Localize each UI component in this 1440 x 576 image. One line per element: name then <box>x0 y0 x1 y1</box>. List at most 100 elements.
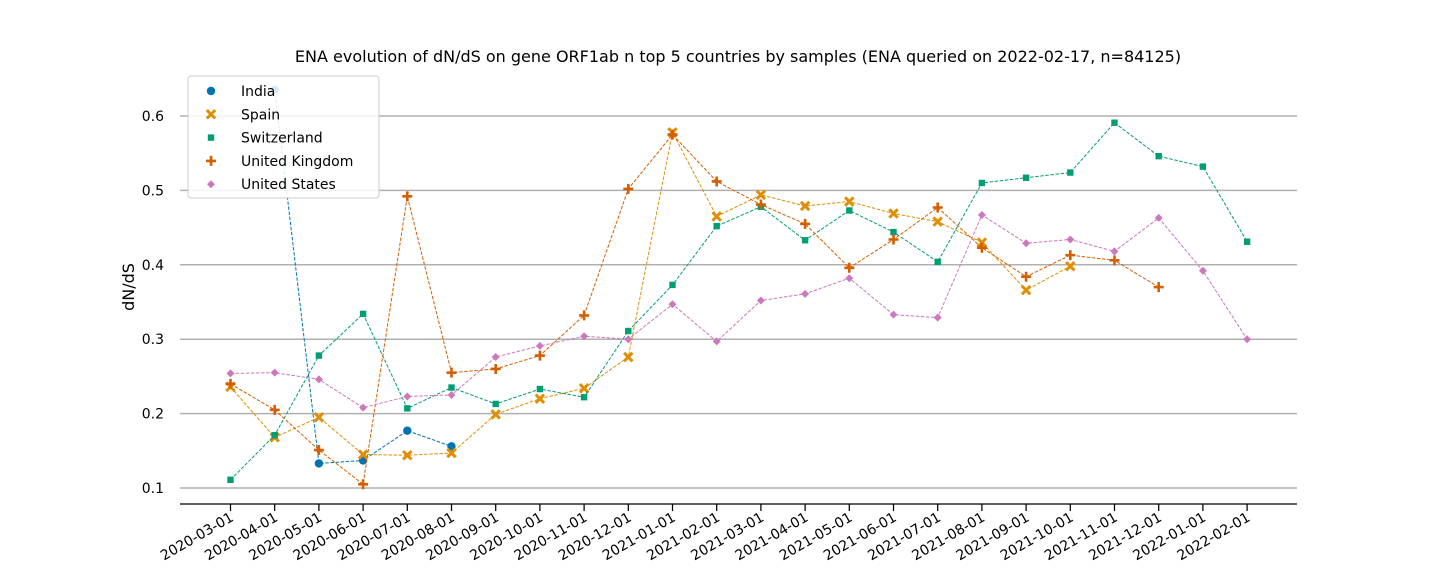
legend: India Spain Switzerland United Kingdom Unite… <box>187 75 380 199</box>
data-point <box>623 183 634 194</box>
data-point <box>1022 174 1030 181</box>
data-point <box>226 369 235 378</box>
legend-item: Switzerland <box>207 131 323 147</box>
data-point <box>625 327 632 335</box>
data-point <box>315 352 323 359</box>
data-point <box>668 300 677 309</box>
data-point <box>977 210 986 219</box>
data-point <box>403 392 412 401</box>
data-point <box>800 218 811 229</box>
data-point <box>669 281 676 289</box>
data-point <box>1020 284 1032 296</box>
data-point <box>756 296 765 305</box>
legend-label: India <box>241 84 275 100</box>
data-point <box>402 191 413 202</box>
legend-marker <box>206 155 216 166</box>
data-point <box>1153 282 1164 293</box>
chart-title: ENA evolution of dN/dS on gene ORF1ab n … <box>295 47 1181 66</box>
data-point <box>313 412 325 423</box>
data-point <box>1155 152 1162 160</box>
legend-label: Spain <box>241 107 280 123</box>
legend-label: Switzerland <box>241 131 323 147</box>
legend-label: United States <box>241 177 336 193</box>
data-point <box>403 426 412 435</box>
series-line <box>230 130 1071 456</box>
data-point <box>932 202 943 213</box>
legend-item: United States <box>207 177 336 193</box>
data-point <box>271 431 278 439</box>
data-point <box>580 394 588 401</box>
legend-item: India <box>206 84 275 100</box>
series-switzerland <box>227 119 1251 484</box>
data-point <box>1111 119 1118 126</box>
series-united-kingdom <box>225 129 1164 490</box>
data-point <box>448 384 455 391</box>
legend-marker <box>206 86 216 96</box>
data-point <box>711 211 722 222</box>
data-point <box>446 367 457 378</box>
data-point <box>225 378 236 389</box>
data-point <box>755 199 766 210</box>
data-point <box>534 393 546 404</box>
data-point <box>1021 271 1032 282</box>
data-point <box>1109 255 1120 266</box>
data-point <box>1199 163 1207 170</box>
data-point <box>889 310 898 319</box>
data-point <box>359 403 368 412</box>
data-point <box>490 409 501 420</box>
data-point <box>579 310 590 321</box>
y-tick-label: 0.6 <box>142 109 164 125</box>
data-point <box>446 447 457 459</box>
data-point <box>667 129 678 140</box>
data-point <box>846 207 853 214</box>
y-tick-label: 0.4 <box>142 258 164 274</box>
data-point <box>491 353 500 362</box>
y-axis-label: dN/dS <box>119 263 138 311</box>
data-point <box>536 385 544 393</box>
data-point <box>845 274 854 283</box>
data-point <box>1110 247 1119 256</box>
series-line <box>230 122 1248 481</box>
series-layer <box>225 85 1252 490</box>
data-point <box>978 179 986 187</box>
data-point <box>1067 169 1074 176</box>
data-point <box>578 383 590 394</box>
series-line <box>230 133 1159 486</box>
legend-label: United Kingdom <box>241 154 353 170</box>
data-point <box>580 332 589 341</box>
data-point <box>1198 266 1207 275</box>
data-point <box>492 400 499 408</box>
data-point <box>1154 213 1163 222</box>
data-point <box>1066 235 1075 244</box>
data-point <box>890 228 897 236</box>
data-point <box>357 449 369 460</box>
y-tick-label: 0.2 <box>142 407 164 423</box>
legend-item: United Kingdom <box>206 154 353 170</box>
data-point <box>711 176 722 187</box>
y-axis-ticks: 0.1 0.2 0.3 0.4 0.5 0.6 <box>142 109 164 497</box>
data-point <box>1022 239 1031 248</box>
data-point <box>358 479 369 490</box>
data-point <box>888 208 899 219</box>
data-point <box>447 391 456 399</box>
data-point <box>402 450 413 461</box>
data-point <box>933 313 942 322</box>
legend-marker <box>207 134 215 141</box>
data-point <box>227 476 234 484</box>
data-point <box>359 310 367 318</box>
data-point <box>535 341 544 350</box>
series-united-states <box>226 210 1252 412</box>
data-point <box>624 335 633 344</box>
data-point <box>712 337 721 346</box>
data-point <box>934 258 941 266</box>
data-point <box>270 368 279 377</box>
y-tick-label: 0.1 <box>142 481 164 497</box>
data-point <box>755 189 767 201</box>
data-point <box>269 404 280 415</box>
data-point <box>1243 238 1251 245</box>
data-point <box>447 442 456 451</box>
data-point <box>844 262 855 273</box>
data-point <box>534 350 545 361</box>
data-point <box>404 405 411 412</box>
